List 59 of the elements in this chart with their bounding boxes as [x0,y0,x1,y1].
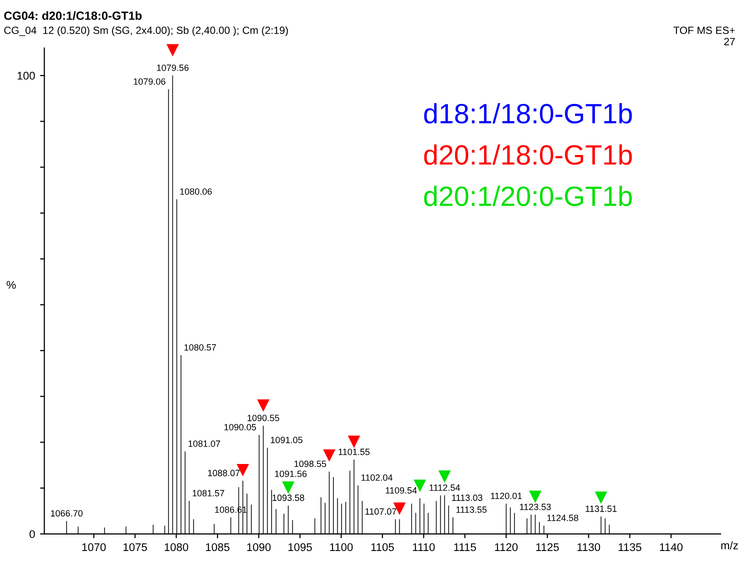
x-tick-label: 1110 [412,543,435,552]
annotation: 1091.56 [275,470,307,478]
annotation: 1124.58 [547,514,578,522]
annotation: 1123.53 [520,504,551,510]
annotation: 1131.51 [586,506,617,512]
annotation: 1091.05 [270,436,302,444]
annotation: 1102.04 [361,474,393,481]
annotation: 1088.07 [208,470,240,476]
x-tick-label: 1115 [454,543,476,552]
annotation: 1101.55 [338,448,370,456]
x-tick-label: 1120 [495,543,518,552]
annotation: 1120.01 [490,492,522,500]
x-tick-label: 1085 [206,543,230,552]
x-tick-label: 1135 [618,543,642,552]
text: d20:1/18:0-GT1b [424,144,632,165]
annotation: 1080.06 [180,188,212,195]
x-tick-label: 1100 [330,543,353,552]
point [323,449,336,462]
chart-subtitle: CG_04 12 (0.520) Sm (SG, 2x4.00); Sb (2,40.00 ); Cm (2:19) [4,26,288,36]
annotation: 1093.58 [272,494,304,501]
annotation: 1081.57 [192,490,224,496]
text: 27 [724,38,735,46]
x-tick-label: 1105 [371,543,394,552]
text: TOF MS ES+ [674,26,735,34]
annotation: 1066.70 [50,510,83,517]
y-tick-label: 100 [18,72,35,80]
x-tick-label: 1125 [536,543,559,552]
annotation: 1113.03 [452,494,482,501]
point [166,44,179,57]
annotation: 1098.55 [294,460,326,468]
annotation: 1109.54 [386,487,417,494]
x-axis-title: m/z [721,541,738,550]
annotation: 1113.55 [456,506,487,513]
y-axis-title: % [6,280,16,289]
annotation: 1090.05 [224,424,256,430]
annotation: 1112.54 [430,484,460,491]
point [257,399,270,412]
x-tick-label: 1075 [124,543,147,552]
annotation: 1107.07 [365,508,396,515]
text: d20:1/20:0-GT1b [424,186,632,206]
annotation: 1079.56 [157,64,189,71]
y-tick-label: 0 [30,530,35,538]
legend-label: d18:1/18:0-GT1b [424,103,632,124]
annotation: 1081.07 [188,440,220,447]
x-tick-label: 1140 [660,543,683,552]
annotation: 1090.55 [248,414,280,422]
chart-title: CG04: d20:1/C18:0-GT1b [4,11,142,20]
point [282,481,294,494]
x-tick-label: 1130 [577,543,600,552]
x-tick-label: 1095 [288,543,312,552]
annotation: 1080.57 [184,344,216,351]
point [529,490,542,504]
x-tick-label: 1070 [82,543,106,552]
point [348,436,360,448]
point [594,492,608,504]
point [438,470,451,483]
x-tick-label: 1080 [164,543,188,552]
annotation: 1079.06 [134,78,166,85]
x-tick-label: 1090 [247,543,271,552]
